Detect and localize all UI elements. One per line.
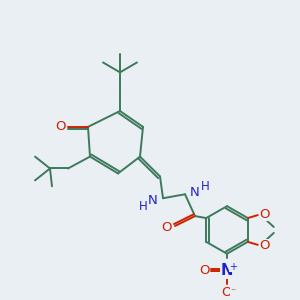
Text: +: + [229,262,237,272]
Text: O: O [55,120,65,134]
Text: H: H [139,200,147,213]
Text: N: N [190,186,200,199]
Text: N: N [148,194,158,207]
Text: O: O [260,208,270,220]
Text: O: O [199,264,209,277]
Text: O: O [260,239,270,252]
Text: ⁻: ⁻ [230,287,236,297]
Text: O: O [162,221,172,235]
Text: O: O [222,286,232,299]
Text: H: H [201,180,209,193]
Text: N: N [221,263,233,278]
